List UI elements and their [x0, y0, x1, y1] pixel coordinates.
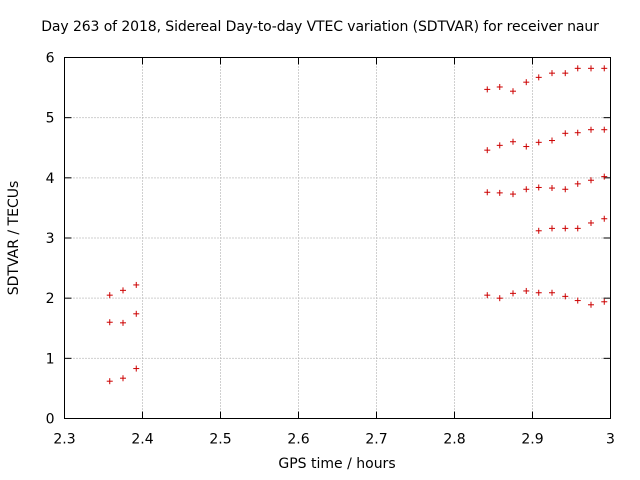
x-tick-label: 2.3: [53, 432, 75, 448]
x-tick-label: 2.7: [365, 432, 387, 448]
grid-layer: [64, 57, 611, 419]
data-point: [523, 186, 530, 193]
data-point: [549, 70, 555, 77]
data-point: [588, 177, 594, 184]
data-point: [496, 189, 503, 196]
data-point: [535, 74, 542, 81]
data-point: [496, 83, 503, 90]
data-point: [574, 225, 581, 232]
data-point: [496, 142, 503, 149]
data-point: [601, 65, 608, 72]
data-point: [562, 293, 569, 300]
x-axis-label: GPS time / hours: [278, 456, 396, 472]
data-point: [133, 281, 140, 288]
x-tick-label: 2.8: [443, 432, 465, 448]
data-point: [510, 138, 516, 145]
x-tick-label: 3: [606, 432, 615, 448]
data-point: [549, 137, 555, 144]
data-point: [574, 297, 581, 304]
data-point: [549, 185, 555, 192]
data-point: [535, 227, 542, 234]
data-point: [133, 365, 140, 372]
data-point: [484, 86, 491, 93]
data-point: [535, 139, 542, 146]
y-tick-label: 1: [46, 351, 55, 367]
data-point: [562, 70, 569, 77]
x-tick-label: 2.9: [521, 432, 543, 448]
y-tick-label: 5: [46, 111, 55, 127]
data-point: [133, 310, 140, 317]
data-point: [106, 292, 113, 299]
tick-label-layer: 2.3 2.4 2.5 2.6 2.7 2.8 2.9 3 0 1 2 3 4 5 6: [46, 51, 615, 448]
data-point: [601, 126, 608, 133]
data-point: [120, 319, 126, 326]
y-tick-label: 3: [46, 231, 55, 247]
x-tick-label: 2.5: [209, 432, 231, 448]
data-point: [549, 225, 555, 232]
data-point: [588, 126, 594, 133]
data-point: [484, 189, 491, 196]
y-tick-label: 0: [46, 412, 55, 428]
data-point: [496, 295, 503, 302]
data-point: [510, 191, 516, 198]
data-point: [588, 301, 594, 308]
data-point: [484, 292, 491, 299]
data-point: [484, 147, 491, 154]
data-point: [523, 79, 530, 86]
data-point-layer: [106, 65, 608, 385]
data-point: [574, 65, 581, 72]
data-point: [601, 215, 608, 222]
data-point: [510, 88, 516, 95]
y-tick-label: 2: [46, 291, 55, 307]
data-point: [106, 378, 113, 385]
plot-frame: [64, 57, 611, 419]
chart-title: Day 263 of 2018, Sidereal Day-to-day VTE…: [41, 19, 599, 35]
x-tick-label: 2.4: [131, 432, 153, 448]
data-point: [601, 298, 608, 305]
data-point: [535, 184, 542, 191]
data-point: [562, 130, 569, 137]
y-tick-label: 6: [46, 51, 55, 67]
data-point: [562, 186, 569, 193]
data-point: [535, 289, 542, 296]
data-point: [120, 375, 126, 382]
data-point: [120, 287, 126, 294]
data-point: [574, 180, 581, 187]
data-point: [562, 225, 569, 232]
data-point: [601, 173, 608, 180]
y-tick-label: 4: [46, 171, 55, 187]
data-point: [510, 290, 516, 297]
data-point: [523, 143, 530, 150]
data-point: [523, 287, 530, 294]
data-point: [549, 289, 555, 296]
data-point: [106, 319, 113, 326]
data-point: [588, 219, 594, 226]
x-tick-label: 2.6: [287, 432, 309, 448]
data-point: [588, 65, 594, 72]
data-point: [574, 129, 581, 136]
